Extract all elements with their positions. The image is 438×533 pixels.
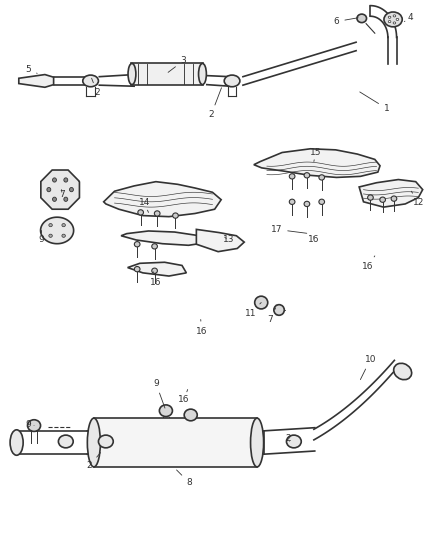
Bar <box>94 418 257 467</box>
Text: 17: 17 <box>271 225 307 234</box>
Polygon shape <box>19 75 53 87</box>
Text: 1: 1 <box>360 92 389 113</box>
Text: 2: 2 <box>86 453 101 470</box>
Text: 8: 8 <box>177 470 192 487</box>
Ellipse shape <box>396 18 399 20</box>
Ellipse shape <box>289 174 295 179</box>
Ellipse shape <box>251 418 264 467</box>
Ellipse shape <box>128 63 136 85</box>
Ellipse shape <box>393 15 396 17</box>
Ellipse shape <box>286 435 301 448</box>
Ellipse shape <box>99 435 113 448</box>
Ellipse shape <box>138 210 144 215</box>
Ellipse shape <box>184 409 197 421</box>
Ellipse shape <box>388 16 391 18</box>
Text: 5: 5 <box>25 64 37 74</box>
Text: 16: 16 <box>362 256 375 271</box>
Ellipse shape <box>367 195 373 200</box>
Text: 12: 12 <box>411 191 424 207</box>
Ellipse shape <box>384 12 402 27</box>
Bar <box>131 63 203 85</box>
Text: 3: 3 <box>168 56 186 72</box>
Ellipse shape <box>28 419 41 431</box>
Text: 9: 9 <box>153 378 165 408</box>
Ellipse shape <box>62 234 65 237</box>
Text: 4: 4 <box>404 13 413 22</box>
Ellipse shape <box>357 14 367 22</box>
Polygon shape <box>127 262 186 276</box>
Polygon shape <box>359 180 423 207</box>
Ellipse shape <box>224 75 240 87</box>
Ellipse shape <box>394 364 412 379</box>
Ellipse shape <box>64 197 68 201</box>
Polygon shape <box>121 231 206 245</box>
Text: 6: 6 <box>334 17 358 26</box>
Ellipse shape <box>304 201 310 207</box>
Text: 9: 9 <box>39 230 44 245</box>
Ellipse shape <box>274 305 284 316</box>
Text: 10: 10 <box>360 355 376 379</box>
Ellipse shape <box>388 21 391 23</box>
Text: 2: 2 <box>92 78 100 97</box>
Ellipse shape <box>154 211 160 216</box>
Ellipse shape <box>62 223 65 227</box>
Polygon shape <box>41 217 74 244</box>
Text: 7: 7 <box>268 308 276 324</box>
Ellipse shape <box>393 22 396 24</box>
Ellipse shape <box>49 234 52 237</box>
Ellipse shape <box>152 268 157 273</box>
Text: 16: 16 <box>150 272 162 287</box>
Ellipse shape <box>58 435 73 448</box>
Text: 11: 11 <box>244 303 261 318</box>
Ellipse shape <box>134 266 140 272</box>
Polygon shape <box>41 170 79 209</box>
Ellipse shape <box>159 405 173 417</box>
Ellipse shape <box>64 178 68 182</box>
Ellipse shape <box>391 196 397 201</box>
Text: 16: 16 <box>308 236 320 245</box>
Ellipse shape <box>87 418 100 467</box>
Text: 14: 14 <box>138 198 150 213</box>
Ellipse shape <box>70 188 74 192</box>
Ellipse shape <box>10 430 23 455</box>
Ellipse shape <box>134 241 140 247</box>
Text: 15: 15 <box>310 148 321 161</box>
Ellipse shape <box>53 197 57 201</box>
Ellipse shape <box>319 175 325 180</box>
Text: 7: 7 <box>60 190 65 199</box>
Polygon shape <box>254 149 380 177</box>
Ellipse shape <box>83 75 99 87</box>
Text: 16: 16 <box>196 319 207 336</box>
Text: 9: 9 <box>25 420 34 429</box>
Ellipse shape <box>173 213 178 218</box>
Ellipse shape <box>47 188 51 192</box>
Ellipse shape <box>152 244 157 249</box>
Polygon shape <box>196 229 244 252</box>
Ellipse shape <box>304 173 310 178</box>
Text: 2: 2 <box>285 434 290 443</box>
Polygon shape <box>104 182 221 216</box>
Text: 16: 16 <box>178 390 190 403</box>
Ellipse shape <box>380 197 385 203</box>
Text: 2: 2 <box>208 88 222 119</box>
Ellipse shape <box>254 296 268 309</box>
Ellipse shape <box>49 223 52 227</box>
Ellipse shape <box>198 63 206 85</box>
Ellipse shape <box>289 199 295 205</box>
Text: 13: 13 <box>223 236 234 245</box>
Ellipse shape <box>53 178 57 182</box>
Ellipse shape <box>319 199 325 205</box>
